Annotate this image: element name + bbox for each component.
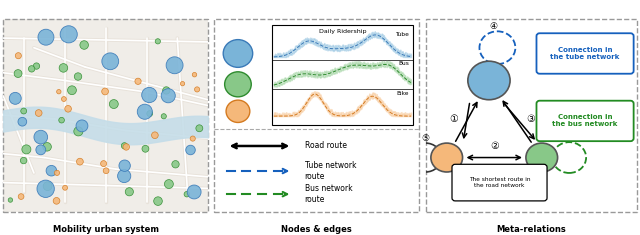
Circle shape [223,40,253,67]
Point [73,75,83,78]
Point [163,94,173,98]
Point [100,90,110,93]
Point [189,190,199,194]
Text: Connection in
the bus network: Connection in the bus network [552,114,618,127]
Text: Daily Ridership: Daily Ridership [319,29,366,34]
Point [75,160,85,164]
Point [161,89,172,92]
Point [170,162,180,166]
Text: ⑥: ⑥ [578,133,586,142]
Point [51,199,61,203]
Point [54,90,64,94]
Point [194,126,204,130]
Point [46,169,56,172]
Point [99,162,109,165]
Point [140,110,150,114]
Bar [272,25,413,125]
Point [5,198,15,202]
Text: The shortest route in
the road network: The shortest route in the road network [468,177,531,188]
Point [21,148,31,151]
Point [164,182,174,186]
Point [177,82,188,86]
FancyBboxPatch shape [536,101,634,141]
Text: ⑤: ⑤ [422,134,429,143]
Point [31,64,42,68]
Text: Bike: Bike [396,91,409,96]
Point [16,195,26,198]
Point [145,112,155,115]
Point [73,129,83,133]
Point [186,148,196,152]
Point [119,174,129,178]
Text: ②: ② [490,141,499,151]
Point [42,145,52,149]
FancyBboxPatch shape [452,164,547,201]
Point [42,184,52,188]
Text: ①: ① [450,114,458,124]
Point [153,39,163,43]
Point [120,164,130,168]
Point [33,111,44,115]
Point [40,187,51,191]
Text: Meta-relations: Meta-relations [497,225,566,234]
Circle shape [225,72,252,97]
Text: Mobility urban system: Mobility urban system [52,225,159,234]
Point [10,96,20,100]
Text: Road route: Road route [305,141,346,150]
Text: Tube: Tube [395,32,409,37]
Point [56,118,67,122]
Point [109,102,119,106]
Point [63,32,74,36]
Point [59,97,69,101]
Text: Bus: Bus [398,61,409,67]
Point [41,35,51,39]
Text: Nodes & edges: Nodes & edges [282,225,352,234]
Point [60,186,70,190]
Point [63,107,73,111]
Text: ④: ④ [489,22,497,31]
Point [159,114,169,118]
Point [79,43,90,47]
Point [105,59,115,63]
Text: Bus network
route: Bus network route [305,184,352,204]
Circle shape [431,143,463,172]
Point [170,63,180,67]
Circle shape [526,143,557,172]
Point [192,87,202,91]
Point [124,190,134,194]
Point [101,169,111,172]
Point [144,93,154,97]
Point [133,79,143,83]
Circle shape [468,61,510,100]
Point [119,144,129,148]
Point [26,67,36,71]
Point [17,120,28,124]
Point [182,192,192,196]
Text: Tube network
route: Tube network route [305,161,356,181]
Point [58,66,68,70]
Point [36,148,46,152]
Text: Connection in
the tube network: Connection in the tube network [550,47,620,60]
Point [189,73,200,77]
Point [13,54,24,58]
Point [19,159,29,162]
Point [67,88,77,92]
Point [121,145,131,149]
Point [150,133,160,137]
Point [36,135,46,139]
Text: ③: ③ [526,114,535,124]
Point [188,137,198,141]
Point [140,147,150,151]
Point [77,124,87,128]
Point [52,171,62,175]
Circle shape [226,100,250,122]
Point [13,72,23,75]
Point [19,109,29,113]
FancyBboxPatch shape [536,33,634,74]
Point [153,199,163,203]
